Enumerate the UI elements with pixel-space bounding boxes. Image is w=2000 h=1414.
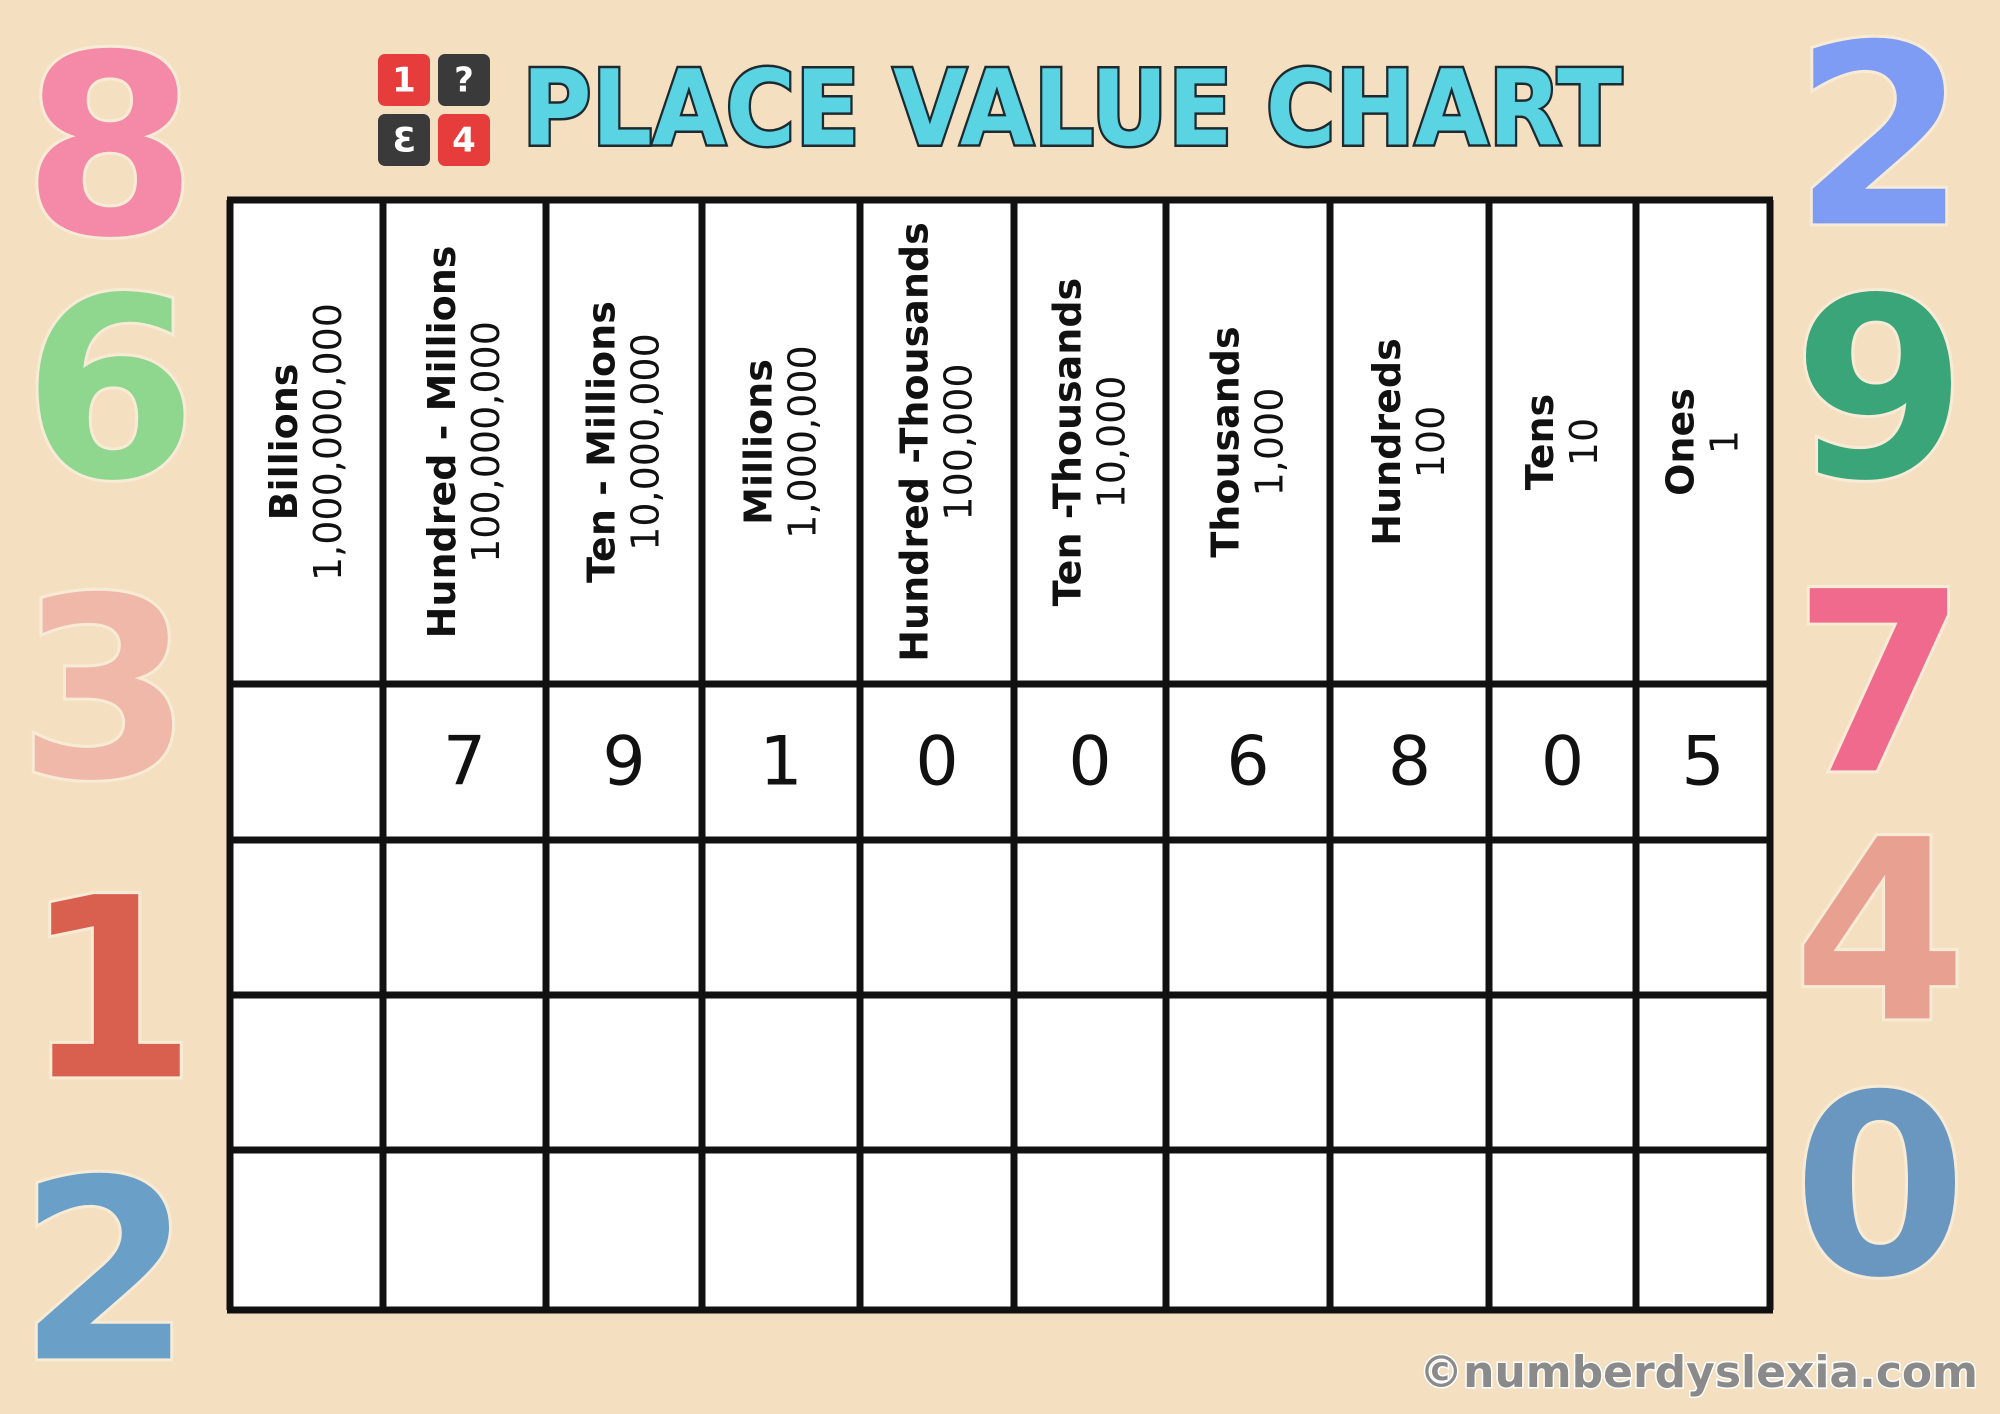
column-name: Hundred -Thousands <box>893 222 937 662</box>
logo-tile <box>378 114 430 166</box>
digit-cell: 7 <box>443 723 486 802</box>
logo-text: 3 <box>392 121 416 161</box>
watermark: ©numberdyslexia.com <box>1419 1347 1978 1398</box>
column-value: 1 <box>1703 430 1747 454</box>
column-name: Billions <box>262 364 306 521</box>
logo-tile <box>378 54 430 106</box>
place-value-table: Billions 1,000,000,000 Hundred - Millions 1… <box>226 196 1774 1314</box>
column-name: Hundreds <box>1365 338 1409 545</box>
decoration-digit: 4 <box>1793 786 1967 1077</box>
column-name: Ten - Millions <box>580 301 624 583</box>
digit-cell: 8 <box>1388 723 1431 802</box>
logo: 1 ? 3 4 <box>378 54 490 166</box>
decoration-digit: 0 <box>1793 1041 1967 1332</box>
digit-cell: 5 <box>1681 723 1724 802</box>
digit-cell: 0 <box>1068 723 1111 802</box>
decoration-digit: 2 <box>18 1126 192 1414</box>
decoration-digit: 6 <box>23 244 197 535</box>
column-name: Millions <box>737 359 781 525</box>
logo-text: 4 <box>452 121 476 161</box>
column-name: Hundred - Millions <box>420 246 464 639</box>
column-value: 10,000 <box>1090 376 1134 509</box>
column-name: Ten -Thousands <box>1046 278 1090 606</box>
column-value: 10 <box>1562 418 1606 466</box>
decoration-digit: 1 <box>23 844 197 1135</box>
decoration-digit: 2 <box>1793 0 1967 282</box>
decoration-digit: 8 <box>23 1 197 292</box>
column-name: Thousands <box>1204 326 1248 557</box>
column-value: 1,000,000,000 <box>306 303 350 581</box>
logo-tile <box>438 114 490 166</box>
digit-cell: 0 <box>915 723 958 802</box>
logo-text: 1 <box>392 61 416 101</box>
decoration-digit: 3 <box>18 544 192 835</box>
column-value: 10,000,000 <box>624 333 668 551</box>
logo-tile <box>438 54 490 106</box>
title: PLACE VALUE CHART <box>522 47 1622 169</box>
table-background <box>230 200 1770 1310</box>
column-value: 1,000,000 <box>781 345 825 538</box>
digit-cell: 6 <box>1226 723 1269 802</box>
digit-cell: 1 <box>759 723 802 802</box>
column-value: 100,000,000 <box>464 321 508 563</box>
column-value: 100,000 <box>937 363 981 520</box>
decoration-digit: 7 <box>1793 538 1967 829</box>
digit-cell: 0 <box>1541 723 1584 802</box>
column-name: Ones <box>1659 388 1703 496</box>
column-value: 100 <box>1409 406 1453 479</box>
digit-cell: 9 <box>602 723 645 802</box>
logo-text: ? <box>454 61 474 101</box>
decoration-digit: 9 <box>1793 244 1967 535</box>
column-value: 1,000 <box>1248 388 1292 497</box>
column-name: Tens <box>1518 394 1562 490</box>
